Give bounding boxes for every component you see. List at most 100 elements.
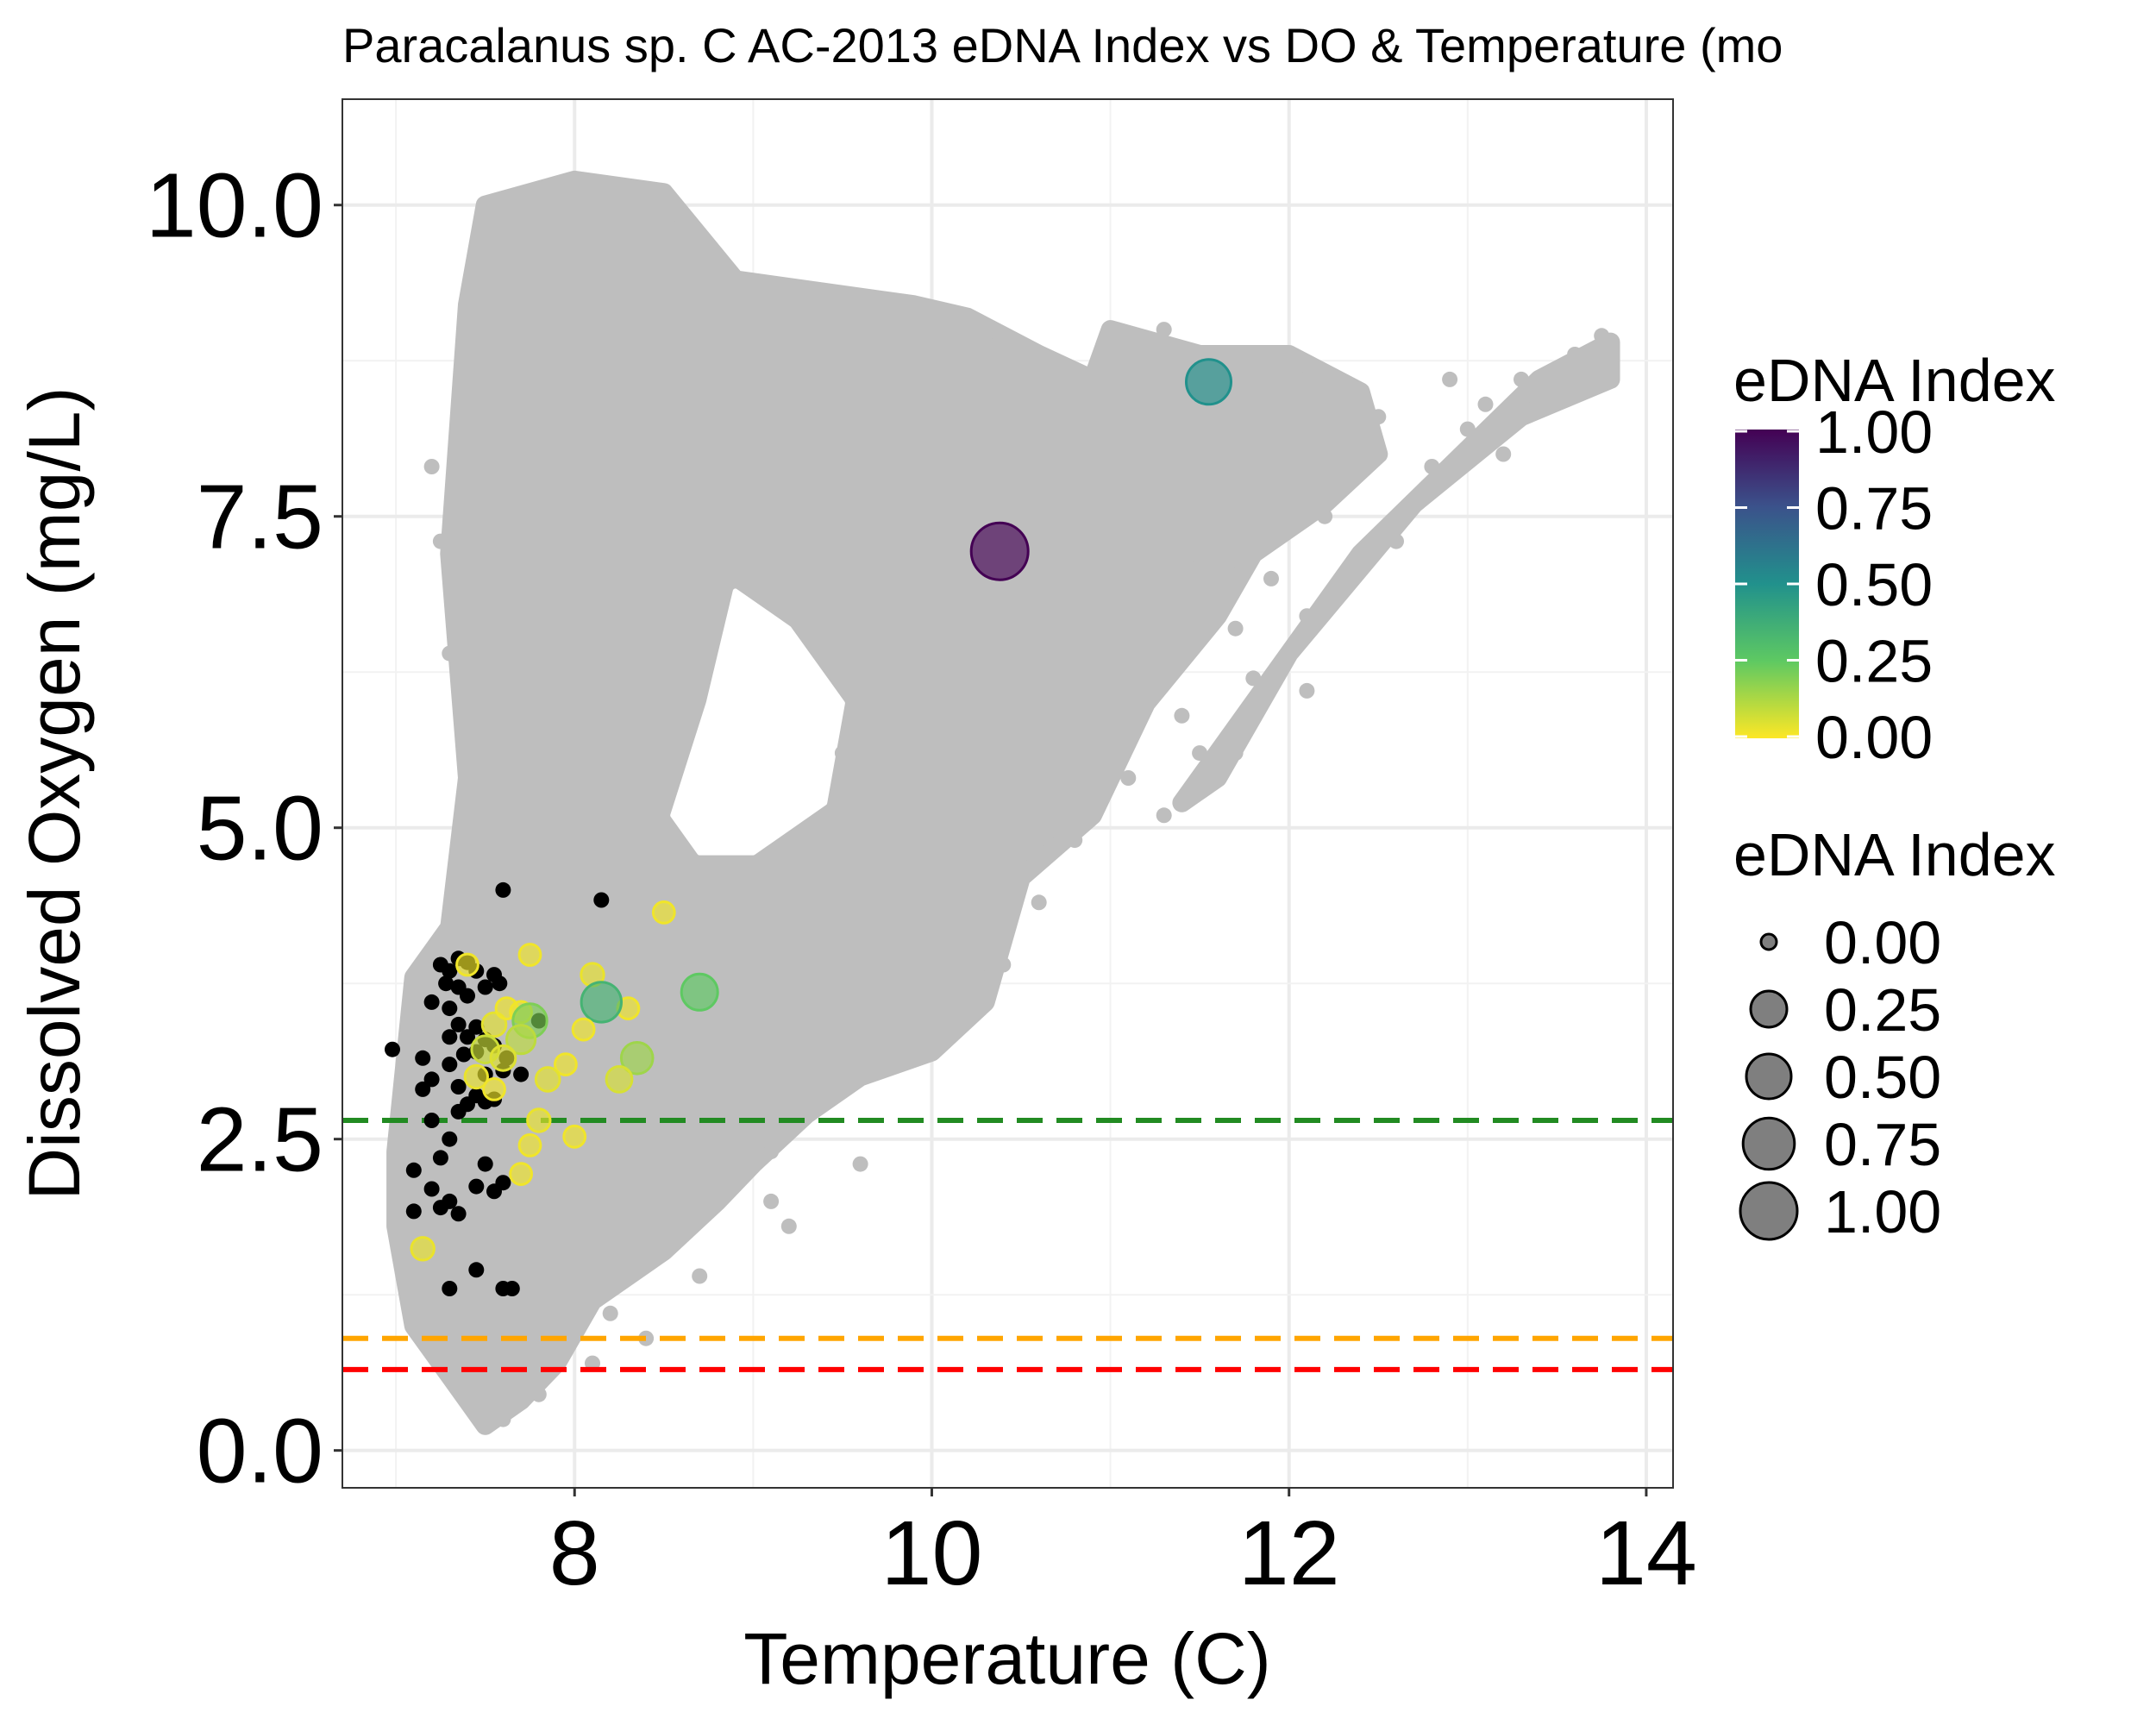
zero-point	[442, 963, 458, 979]
background-point	[423, 459, 440, 474]
background-point	[763, 1193, 780, 1209]
background-point	[405, 1069, 422, 1085]
data-point	[651, 900, 676, 925]
zero-point	[477, 979, 493, 995]
background-point	[450, 1380, 467, 1396]
zero-point	[593, 892, 610, 908]
data-point	[517, 1133, 542, 1157]
zero-point	[442, 1000, 458, 1017]
zero-point	[450, 1206, 467, 1222]
zero-point	[468, 1019, 485, 1035]
x-tick-label: 14	[1595, 1502, 1697, 1604]
zero-point	[405, 1203, 422, 1220]
background-point	[1120, 770, 1137, 786]
background-point	[1299, 371, 1315, 387]
background-point	[1013, 745, 1029, 762]
background-region	[386, 170, 1388, 1435]
data-point	[482, 1077, 506, 1101]
background-point	[995, 957, 1012, 973]
background-point	[1227, 347, 1244, 362]
background-point	[602, 645, 618, 662]
background-point	[1317, 508, 1333, 524]
background-point	[432, 533, 448, 549]
zero-point	[442, 1281, 458, 1296]
background-point	[638, 521, 655, 537]
size-legend-key	[1745, 1052, 1793, 1101]
data-point	[526, 1107, 552, 1133]
chart-title: Paracalanus sp. C AC-2013 eDNA Index vs …	[342, 18, 1783, 72]
colorbar-tick-label: 0.50	[1815, 551, 1933, 618]
color-legend: eDNA Index 1.00 0.75 0.50 0.25 0.00	[1733, 347, 2056, 771]
zero-point	[450, 1016, 467, 1032]
background-point	[817, 496, 833, 512]
background-point	[1120, 334, 1137, 350]
background-point	[727, 919, 743, 936]
background-point	[460, 832, 475, 849]
background-point	[620, 894, 636, 911]
background-point	[924, 869, 940, 886]
background-point	[763, 1144, 780, 1160]
background-point	[620, 185, 636, 201]
background-point	[495, 409, 511, 425]
reference-lines	[342, 1118, 1673, 1372]
background-point	[1442, 371, 1458, 387]
data-point	[562, 1124, 587, 1149]
background-point	[870, 944, 887, 961]
x-axis-ticks: 8 10 12 14	[549, 1488, 1697, 1604]
background-point	[548, 583, 565, 599]
background-point	[450, 919, 467, 936]
background-point	[888, 1057, 905, 1073]
size-legend-label: 0.50	[1824, 1044, 1941, 1111]
background-point	[495, 1411, 511, 1427]
colorbar-ticks: 1.00 0.75 0.50 0.25 0.00	[1735, 398, 1933, 771]
background-point	[423, 1293, 440, 1309]
zero-point	[415, 1050, 431, 1066]
zero-point	[495, 881, 511, 898]
size-legend: eDNA Index 0.000.250.500.751.00	[1733, 821, 2056, 1245]
background-point	[477, 1417, 493, 1433]
zero-point	[423, 1181, 440, 1197]
y-axis-ticks: 0.0 2.5 5.0 7.5 10.0	[146, 155, 342, 1502]
data-point	[605, 1065, 634, 1094]
y-tick-label: 10.0	[146, 155, 323, 257]
color-legend-title: eDNA Index	[1733, 347, 2056, 414]
background-point	[1334, 421, 1351, 437]
size-legend-label: 1.00	[1824, 1178, 1941, 1245]
zero-point	[432, 1200, 448, 1216]
background-point	[1299, 682, 1315, 699]
zero-point	[460, 988, 475, 1004]
background-point	[1031, 894, 1047, 911]
background-point	[1084, 471, 1100, 487]
background-point	[977, 334, 993, 350]
x-tick-label: 10	[881, 1502, 983, 1604]
size-legend-label: 0.75	[1824, 1111, 1941, 1178]
background-gap	[670, 588, 845, 856]
background-point	[477, 247, 493, 263]
background-point	[442, 645, 458, 662]
background-point	[709, 1181, 725, 1197]
background-point	[513, 1206, 530, 1222]
background-point	[1299, 608, 1315, 624]
zero-point	[385, 1041, 400, 1057]
background-point	[1594, 328, 1610, 344]
zero-point	[455, 1046, 472, 1063]
data-point	[969, 521, 1030, 581]
colorbar-tick-label: 1.00	[1815, 398, 1933, 466]
background-point	[460, 471, 475, 487]
data-point	[554, 1052, 578, 1076]
size-legend-key	[1741, 1116, 1796, 1171]
background-point	[1477, 396, 1494, 412]
zero-point	[486, 1183, 502, 1200]
size-legend-keys: 0.000.250.500.751.00	[1739, 909, 1941, 1245]
data-point	[534, 1066, 561, 1093]
background-point	[1549, 384, 1565, 400]
plot-border	[342, 98, 1674, 1489]
zero-point	[423, 994, 440, 1010]
y-tick-label: 0.0	[197, 1401, 323, 1502]
background-region	[1172, 332, 1620, 812]
colorbar-tick-label: 0.25	[1815, 628, 1933, 695]
background-point	[1031, 546, 1047, 561]
size-legend-key	[1739, 1181, 1799, 1241]
size-legend-key	[1759, 932, 1778, 951]
background-point	[513, 222, 530, 238]
